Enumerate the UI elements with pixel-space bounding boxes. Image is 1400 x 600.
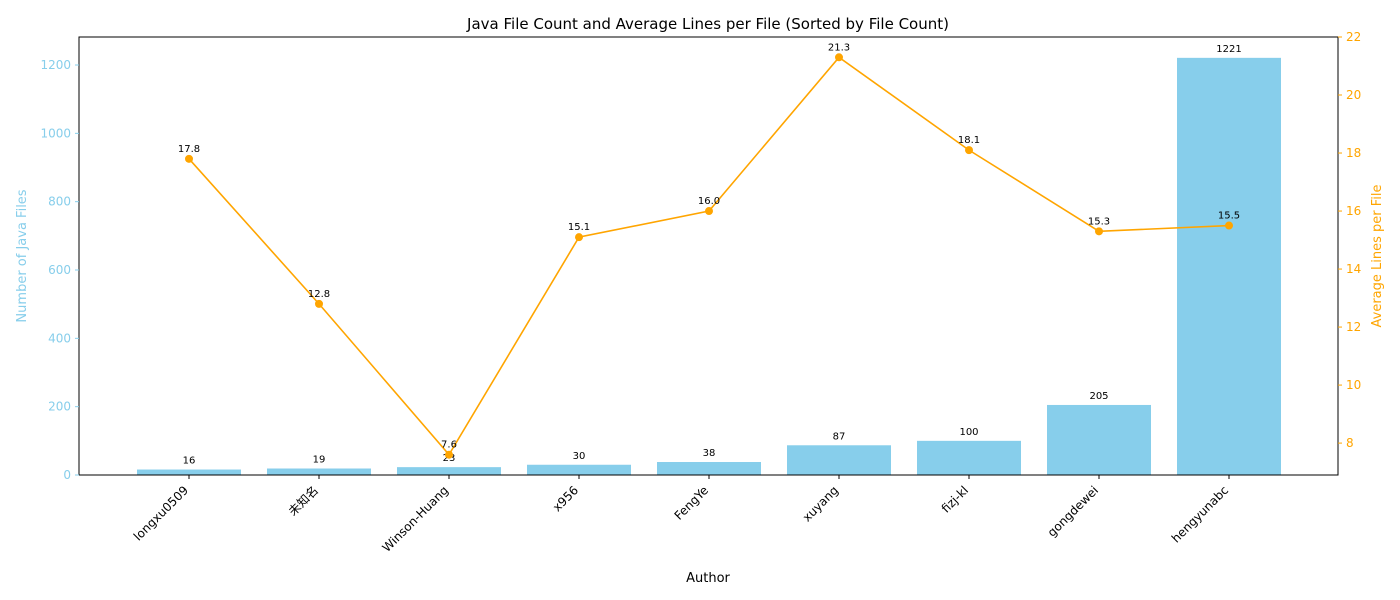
bar-gongdewei — [1047, 404, 1151, 475]
bar-x956 — [527, 464, 631, 475]
line-value-label: 12.8 — [308, 289, 330, 300]
line-value-label: 15.1 — [568, 222, 590, 233]
x-tick-label: longxu0509 — [131, 483, 191, 543]
x-tick-label: xuyang — [800, 483, 841, 524]
line-value-label: 17.8 — [178, 144, 200, 155]
line-value-label: 21.3 — [828, 42, 850, 53]
line-value-label: 15.3 — [1088, 216, 1110, 227]
bar-value-label: 100 — [959, 427, 978, 438]
y-tick-label: 0 — [63, 468, 71, 482]
x-tick-label: gongdewei — [1045, 483, 1101, 539]
avg-lines-point-Winson-Huang — [445, 450, 453, 459]
y2-tick-label: 18 — [1346, 146, 1361, 160]
plot-area: 1619233038871002051221020040060080010001… — [40, 30, 1361, 555]
bar-value-label: 30 — [573, 451, 586, 462]
line-value-label: 15.5 — [1218, 211, 1240, 222]
bar-Winson-Huang — [397, 467, 501, 475]
y-axis-label-right: Average Lines per File — [1370, 185, 1385, 328]
y-tick-label: 1200 — [40, 58, 71, 72]
line-value-label: 18.1 — [958, 135, 980, 146]
bar-value-label: 16 — [183, 456, 196, 467]
y2-tick-label: 16 — [1346, 204, 1361, 218]
y-axis-label-left: Number of Java Files — [15, 189, 30, 322]
bar-FengYe — [657, 462, 761, 475]
avg-lines-point-hengyunabc — [1225, 221, 1233, 230]
y-tick-label: 400 — [48, 331, 71, 345]
y2-tick-label: 10 — [1346, 378, 1361, 392]
bar-value-label: 38 — [703, 448, 716, 459]
line-value-label: 16.0 — [698, 196, 720, 207]
avg-lines-point-longxu0509 — [185, 154, 193, 163]
bar-value-label: 87 — [833, 431, 846, 442]
bar-longxu0509 — [137, 469, 241, 475]
y2-tick-label: 12 — [1346, 320, 1361, 334]
avg-lines-point-gongdewei — [1095, 227, 1103, 236]
bar-value-label: 205 — [1089, 391, 1108, 402]
bar-xuyang — [787, 445, 891, 475]
avg-lines-point-fizj-kl — [965, 146, 973, 155]
avg-lines-point-x956 — [575, 233, 583, 242]
avg-lines-point-未知名 — [315, 299, 323, 308]
avg-lines-point-xuyang — [835, 53, 843, 62]
y2-tick-label: 22 — [1346, 30, 1361, 44]
bar-未知名 — [267, 468, 371, 475]
x-tick-label: Winson-Huang — [380, 483, 452, 555]
avg-lines-point-FengYe — [705, 207, 713, 216]
y2-tick-label: 20 — [1346, 88, 1361, 102]
y-tick-label: 200 — [48, 400, 71, 414]
x-axis-label: Author — [686, 571, 730, 586]
y-tick-label: 800 — [48, 195, 71, 209]
y2-tick-label: 8 — [1346, 436, 1354, 450]
bar-value-label: 1221 — [1216, 44, 1241, 55]
x-tick-label: x956 — [550, 483, 581, 514]
x-tick-label: 未知名 — [285, 483, 321, 519]
bar-hengyunabc — [1177, 57, 1281, 475]
line-value-label: 7.6 — [441, 440, 457, 451]
x-tick-label: FengYe — [672, 483, 712, 523]
y-tick-label: 1000 — [40, 126, 71, 140]
x-tick-label: hengyunabc — [1169, 483, 1231, 545]
chart-title: Java File Count and Average Lines per Fi… — [466, 15, 949, 33]
y2-tick-label: 14 — [1346, 262, 1361, 276]
x-tick-label: fizj-kl — [939, 483, 971, 515]
y-tick-label: 600 — [48, 263, 71, 277]
bar-value-label: 19 — [313, 455, 326, 466]
avg-lines-series-line — [188, 56, 1230, 457]
bar-fizj-kl — [917, 440, 1021, 475]
